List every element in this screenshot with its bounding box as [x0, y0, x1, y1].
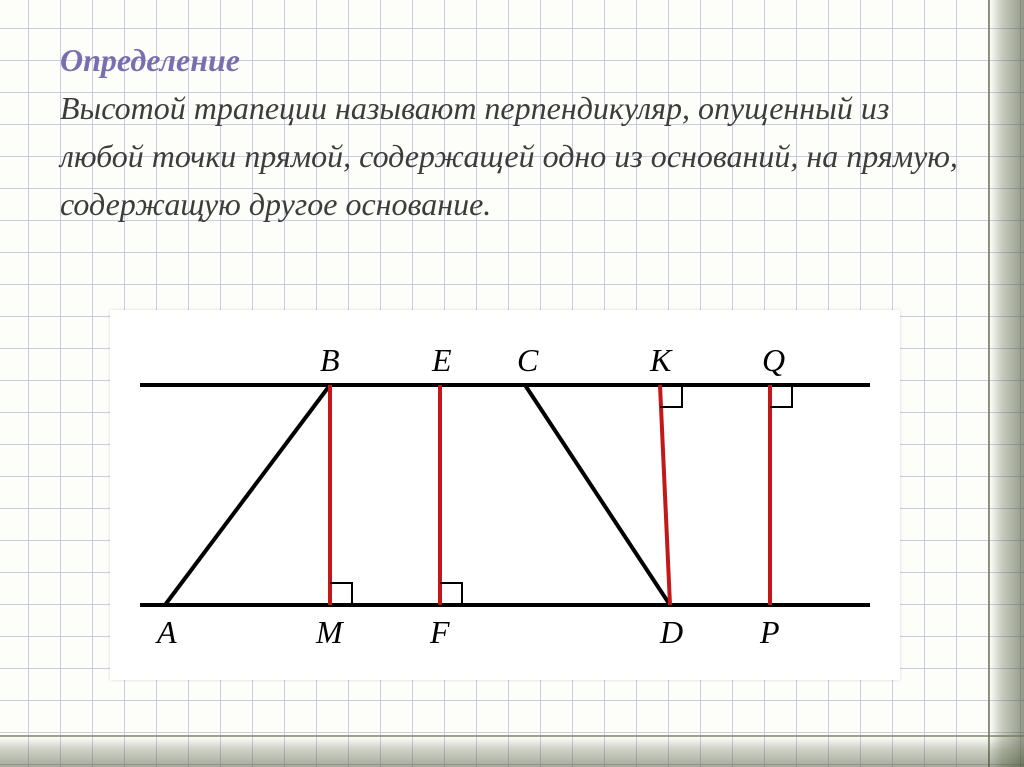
right-angle-K [660, 385, 682, 407]
height-KD [660, 385, 670, 605]
label-P: P [759, 614, 780, 650]
page-curl-bottom [0, 735, 1024, 767]
right-angle-M [330, 583, 352, 605]
label-Q: Q [762, 342, 785, 378]
label-B: B [320, 342, 340, 378]
side-AB [165, 385, 330, 605]
label-A: A [155, 614, 177, 650]
page-curl-right [988, 0, 1024, 767]
right-angle-Q [770, 385, 792, 407]
label-C: C [517, 342, 539, 378]
label-F: F [429, 614, 450, 650]
label-M: M [315, 614, 345, 650]
trapezoid-figure: A B E C K Q M F D P [110, 310, 900, 680]
definition-body: Высотой трапеции называют перпендикуляр,… [60, 90, 958, 222]
definition-text-block: Определение Высотой трапеции называют пе… [60, 36, 970, 228]
label-D: D [659, 614, 683, 650]
label-E: E [431, 342, 452, 378]
definition-title: Определение [60, 42, 240, 78]
right-angle-F [440, 583, 462, 605]
label-K: K [649, 342, 673, 378]
side-CD [525, 385, 670, 605]
